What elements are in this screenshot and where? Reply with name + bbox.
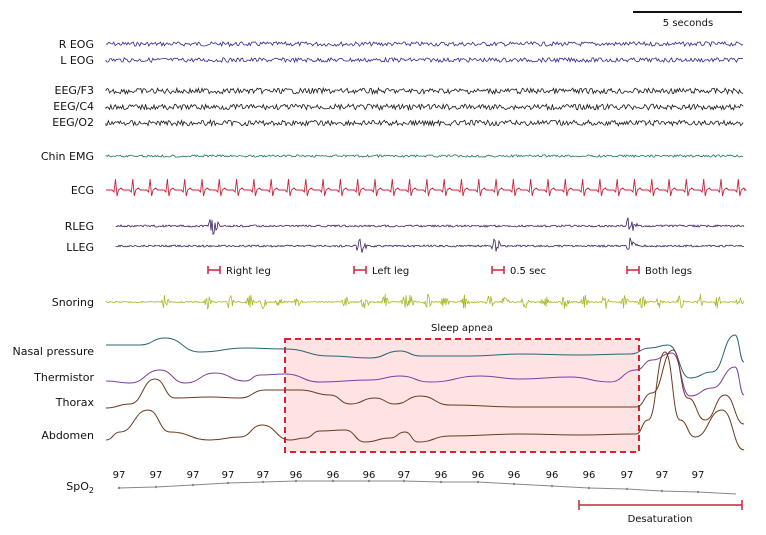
rleg-label: RLEG	[64, 220, 94, 233]
leg-movement-markers: Right leg Left leg 0.5 sec Both legs	[207, 266, 692, 277]
spo2-point	[439, 480, 443, 484]
spo2-value: 97	[398, 470, 411, 481]
desaturation-marker: Desaturation	[578, 500, 743, 525]
abdomen-label: Abdomen	[41, 429, 94, 442]
half-second-annotation: 0.5 sec	[510, 266, 546, 277]
eeg-c4-trace	[105, 103, 744, 112]
spo2-point	[294, 479, 298, 483]
spo2-value: 96	[290, 470, 303, 481]
spo2-value: 97	[150, 470, 163, 481]
abdomen-trace	[105, 351, 745, 451]
spo2-value: 96	[472, 470, 485, 481]
spo2-value: 96	[363, 470, 376, 481]
both-legs-annotation: Both legs	[645, 266, 692, 277]
spo2-value: 96	[435, 470, 448, 481]
spo2-point	[512, 482, 516, 486]
l-eog-label: L EOG	[60, 54, 94, 67]
right-leg-annotation: Right leg	[226, 266, 271, 277]
spo2-point	[402, 479, 406, 483]
rleg-trace	[115, 217, 745, 236]
spo2-trace	[118, 480, 737, 495]
spo2-value: 96	[508, 470, 521, 481]
spo2-point	[625, 487, 629, 491]
spo2-point	[696, 490, 700, 494]
spo2-point	[191, 483, 195, 487]
nasal-pressure-trace	[105, 334, 745, 379]
spo2-point	[154, 485, 158, 489]
left-leg-annotation: Left leg	[372, 266, 409, 277]
spo2-point	[550, 484, 554, 488]
ecg-trace	[106, 178, 747, 197]
spo2-point	[226, 481, 230, 485]
chin-emg-label: Chin EMG	[40, 150, 94, 163]
l-eog-trace	[105, 56, 744, 64]
chin-emg-trace	[105, 154, 744, 159]
spo2-value: 97	[113, 470, 126, 481]
spo2-value: 97	[692, 470, 705, 481]
lleg-label: LLEG	[66, 241, 94, 254]
eeg-f3-trace	[105, 86, 744, 96]
r-eog-trace	[105, 40, 744, 48]
nasal-pressure-label: Nasal pressure	[12, 345, 94, 358]
snoring-label: Snoring	[51, 296, 94, 309]
spo2-value: 96	[583, 470, 596, 481]
sleep-apnea-label: Sleep apnea	[431, 323, 493, 334]
spo2-label-sub: 2	[88, 486, 94, 496]
spo2-point	[117, 486, 121, 490]
spo2-point	[660, 489, 664, 493]
eeg-o2-trace	[105, 118, 744, 128]
ecg-label: ECG	[70, 184, 94, 197]
sleep-apnea-box	[284, 338, 640, 453]
spo2-point	[587, 486, 591, 490]
spo2-value: 96	[327, 470, 340, 481]
spo2-label-main: SpO	[66, 480, 89, 493]
spo2-point	[367, 479, 371, 483]
spo2-value: 96	[546, 470, 559, 481]
eeg-o2-label: EEG/O2	[52, 116, 94, 129]
spo2-value: 97	[222, 470, 235, 481]
eeg-c4-label: EEG/C4	[53, 100, 94, 113]
spo2-value: 97	[257, 470, 270, 481]
thorax-label: Thorax	[55, 396, 94, 409]
thermistor-label: Thermistor	[34, 371, 94, 384]
r-eog-label: R EOG	[58, 38, 94, 51]
spo2-value: 97	[187, 470, 200, 481]
thorax-trace	[105, 349, 745, 425]
snoring-trace	[105, 293, 744, 310]
spo2-label: SpO2	[4, 480, 94, 497]
eeg-f3-label: EEG/F3	[54, 84, 94, 97]
spo2-point	[476, 480, 480, 484]
spo2-value: 97	[656, 470, 669, 481]
spo2-point	[261, 480, 265, 484]
spo2-point	[331, 479, 335, 483]
lleg-trace	[115, 237, 744, 253]
desaturation-label: Desaturation	[628, 514, 693, 525]
spo2-values: 97 97 97 97 97 96 96 96 97 96 96 96 96 96 97 97 97	[113, 470, 705, 494]
spo2-value: 97	[621, 470, 634, 481]
scale-bar-label: 5 seconds	[663, 18, 713, 29]
